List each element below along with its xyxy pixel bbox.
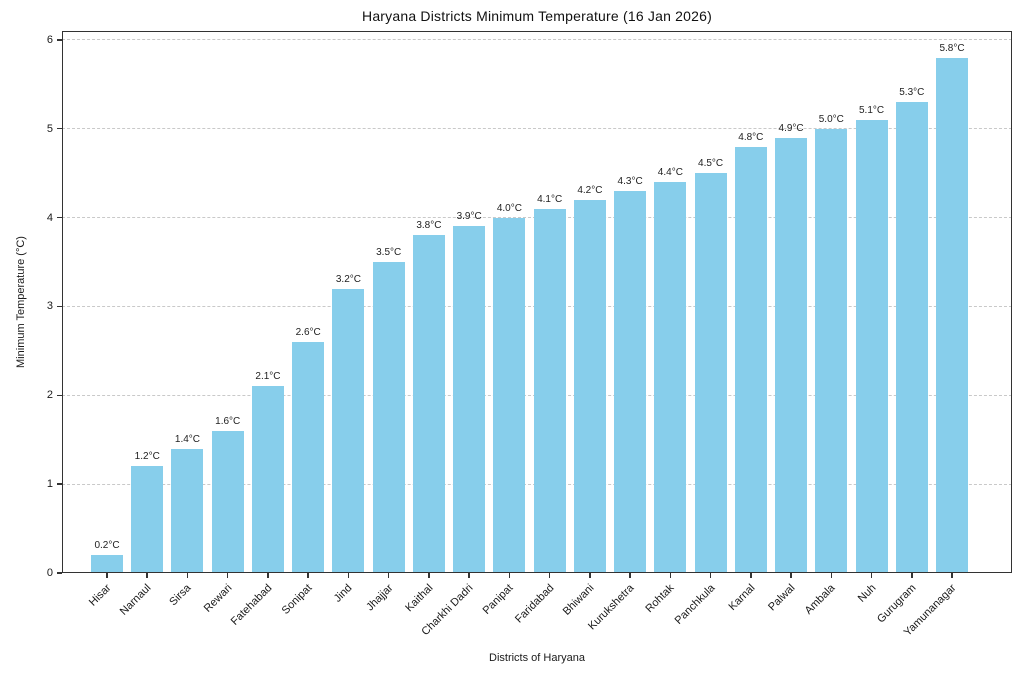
x-tick-mark [870,573,873,578]
x-tick-mark [911,573,913,578]
y-tick-label-5: 5 [46,122,53,135]
x-tick-mark [750,573,752,578]
x-tick-mark [951,573,953,578]
bar-value-label-yamunanagar: 5.8°C [939,42,965,54]
bar-rohtak [654,182,687,573]
bar-value-label-kurukshetra: 4.3°C [617,175,643,187]
x-tick-mark [709,573,712,578]
x-tick-mark [790,573,792,578]
bar-value-label-sirsa: 1.4°C [174,433,201,445]
bar-value-label-panchkula: 4.5°C [698,158,724,170]
x-tick-mark [267,573,269,578]
bar-value-label-gurugram: 5.3°C [899,87,925,99]
y-tick-mark [57,394,62,397]
y-tick-label-2: 2 [46,389,53,402]
bar-value-label-fatehabad: 2.1°C [255,371,281,383]
bar-value-label-faridabad: 4.1°C [537,193,563,205]
bar-gurugram [895,102,928,573]
x-tick-mark [508,573,511,578]
y-tick-mark [57,572,62,574]
bar-value-label-sonipat: 2.6°C [295,326,321,338]
x-tick-mark [106,573,108,578]
y-tick-mark [57,127,62,130]
bar-panipat [493,217,526,573]
bar-nuh [855,119,888,573]
bar-narnaul [131,466,164,573]
x-tick-mark [589,573,591,578]
gridline-5 [62,128,1012,130]
bar-value-label-jhajjar: 3.5°C [376,247,402,259]
x-axis-label: Districts of Haryana [489,652,585,664]
x-tick-mark [468,573,470,578]
x-tick-mark [830,573,833,578]
x-tick-mark [226,573,229,578]
bar-jhajjar [372,262,405,573]
x-tick-mark [307,573,309,578]
y-tick-label-4: 4 [46,211,53,224]
bar-jind [332,288,365,573]
y-tick-mark [57,483,62,485]
plot-area: 0.2°C 1.2°C 1.4°C 1.6°C 2.1°C 2.6°C 3.2°C 3.5°C… [62,31,1012,573]
bar-karnal [734,146,767,573]
bar-value-label-karnal: 4.8°C [738,131,764,143]
bar-yamunanagar [936,57,969,573]
bar-charkhi-dadri [453,226,486,573]
x-tick-mark [548,573,551,578]
bar-value-label-rewari: 1.6°C [215,415,241,427]
y-tick-label-1: 1 [46,478,53,491]
x-tick-mark [347,573,350,578]
bar-hisar [91,555,123,573]
y-tick-mark [57,39,62,41]
bar-sirsa [171,448,204,573]
bar-faridabad [533,208,566,573]
y-tick-mark [57,305,62,308]
x-tick-mark [186,573,189,578]
bar-sonipat [292,341,325,573]
bar-value-label-kaithal: 3.8°C [416,220,442,232]
bar-fatehabad [251,386,284,573]
x-tick-mark [629,573,631,578]
x-tick-mark [387,573,390,578]
bar-value-label-panipat: 4.0°C [496,202,522,214]
bar-bhiwani [573,199,606,573]
y-tick-label-0: 0 [46,567,53,579]
bar-rewari [211,430,244,573]
x-tick-mark [669,573,672,578]
bar-value-label-narnaul: 1.2°C [134,451,160,463]
bar-value-label-palwal: 4.9°C [778,122,804,134]
bar-value-label-charkhi-dadri: 3.9°C [456,211,482,223]
x-tick-mark [146,573,148,578]
x-tick-mark [428,573,430,578]
bar-value-label-nuh: 5.1°C [858,104,885,116]
y-tick-mark [57,216,62,219]
bar-value-label-ambala: 5.0°C [818,113,844,125]
bar-kurukshetra [614,190,647,573]
chart-title: Haryana Districts Minimum Temperature (1… [362,8,712,24]
bar-ambala [815,128,848,573]
y-tick-label-6: 6 [46,33,53,46]
bar-panchkula [694,173,727,573]
bar-palwal [775,137,808,573]
bar-kaithal [412,235,445,573]
gridline-6 [62,39,1012,41]
bar-value-label-hisar: 0.2°C [94,540,120,552]
bar-value-label-bhiwani: 4.2°C [577,184,603,196]
bar-value-label-rohtak: 4.4°C [657,167,683,179]
bar-value-label-jind: 3.2°C [335,273,361,285]
y-tick-label-3: 3 [46,300,53,313]
